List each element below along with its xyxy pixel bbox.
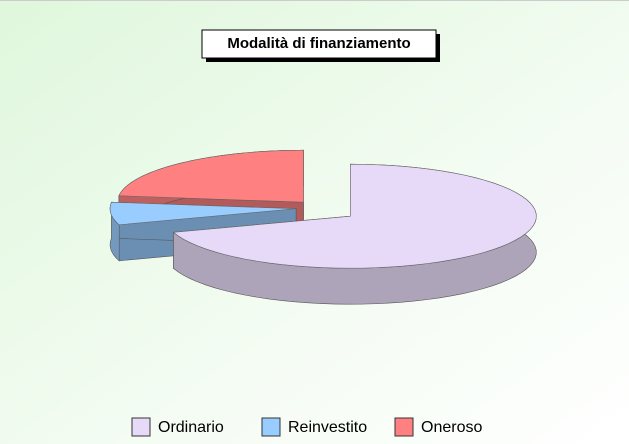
- legend-swatch: [261, 417, 281, 437]
- slice-top: [118, 149, 304, 203]
- title-box: [201, 29, 437, 59]
- pie-slice: [172, 163, 537, 305]
- legend-label: Oneroso: [421, 419, 482, 436]
- chart-title: Modalità di finanziamento: [227, 35, 410, 52]
- legend-label: Reinvestito: [288, 419, 367, 436]
- slice-top: [172, 163, 537, 269]
- legend-label: Ordinario: [158, 419, 224, 436]
- legend-swatch: [131, 417, 151, 437]
- slice-top: [109, 201, 297, 226]
- legend-swatch: [394, 417, 414, 437]
